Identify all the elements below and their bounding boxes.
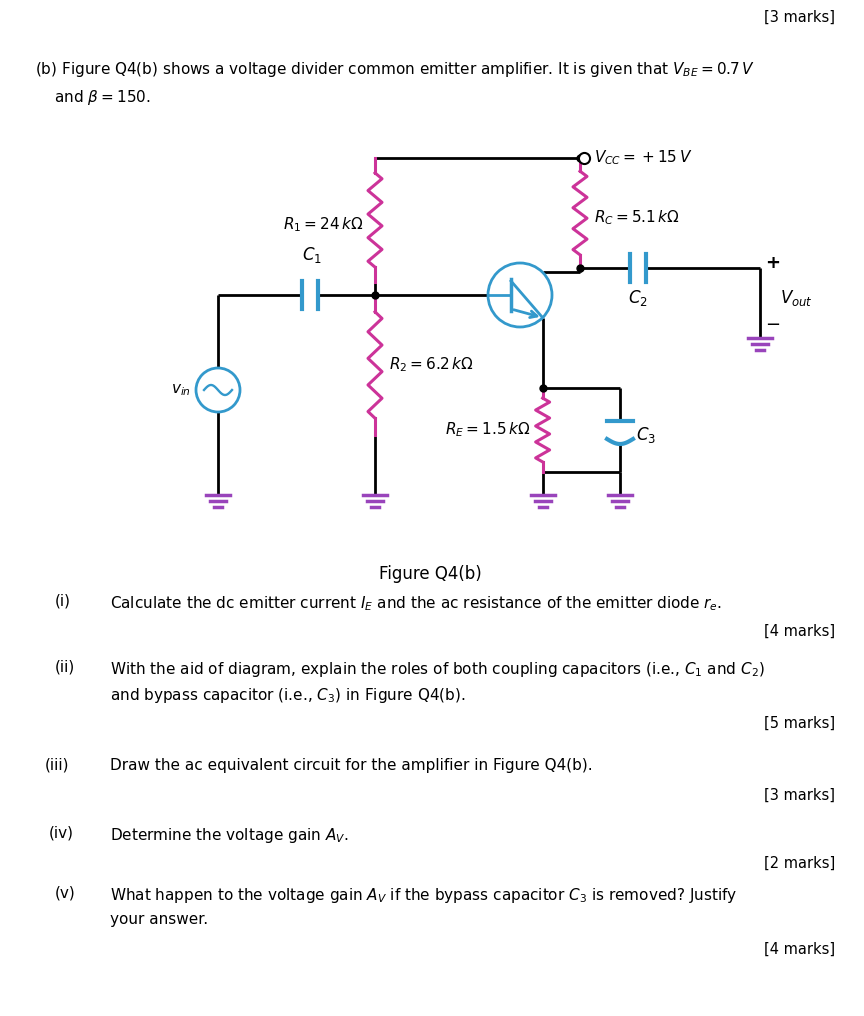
Text: What happen to the voltage gain $A_V$ if the bypass capacitor $C_3$ is removed? : What happen to the voltage gain $A_V$ if… bbox=[110, 886, 737, 905]
Text: [2 marks]: [2 marks] bbox=[764, 856, 835, 871]
Text: (ii): (ii) bbox=[55, 660, 75, 675]
Text: $R_1 = 24\,k\Omega$: $R_1 = 24\,k\Omega$ bbox=[283, 215, 363, 235]
Text: and $\beta = 150$.: and $\beta = 150$. bbox=[35, 88, 150, 107]
Text: Determine the voltage gain $A_V$.: Determine the voltage gain $A_V$. bbox=[110, 826, 349, 845]
Text: Draw the ac equivalent circuit for the amplifier in Figure Q4(b).: Draw the ac equivalent circuit for the a… bbox=[110, 758, 593, 773]
Text: [5 marks]: [5 marks] bbox=[764, 716, 835, 731]
Text: (v): (v) bbox=[55, 886, 76, 901]
Text: +: + bbox=[765, 254, 780, 272]
Text: (iii): (iii) bbox=[45, 758, 69, 773]
Text: $C_3$: $C_3$ bbox=[636, 425, 656, 445]
Text: (i): (i) bbox=[55, 594, 71, 609]
Text: $R_C = 5.1\,k\Omega$: $R_C = 5.1\,k\Omega$ bbox=[594, 208, 680, 228]
Text: $C_1$: $C_1$ bbox=[302, 245, 322, 265]
Text: [3 marks]: [3 marks] bbox=[764, 788, 835, 803]
Text: (b) Figure Q4(b) shows a voltage divider common emitter amplifier. It is given t: (b) Figure Q4(b) shows a voltage divider… bbox=[35, 60, 755, 79]
Text: $v_{in}$: $v_{in}$ bbox=[171, 382, 191, 398]
Text: [4 marks]: [4 marks] bbox=[764, 624, 835, 639]
Text: $-$: $-$ bbox=[765, 314, 780, 332]
Text: (iv): (iv) bbox=[49, 826, 74, 841]
Text: [4 marks]: [4 marks] bbox=[764, 942, 835, 957]
Text: [3 marks]: [3 marks] bbox=[764, 10, 835, 25]
Text: $C_2$: $C_2$ bbox=[628, 288, 648, 308]
Text: $V_{CC} = +15\,V$: $V_{CC} = +15\,V$ bbox=[594, 148, 692, 168]
Text: With the aid of diagram, explain the roles of both coupling capacitors (i.e., $C: With the aid of diagram, explain the rol… bbox=[110, 660, 765, 679]
Text: Figure Q4(b): Figure Q4(b) bbox=[378, 565, 481, 583]
Text: your answer.: your answer. bbox=[110, 912, 208, 927]
Text: and bypass capacitor (i.e., $C_3$) in Figure Q4(b).: and bypass capacitor (i.e., $C_3$) in Fi… bbox=[110, 686, 466, 705]
Text: $R_E = 1.5\,k\Omega$: $R_E = 1.5\,k\Omega$ bbox=[446, 421, 530, 439]
Text: $V_{out}$: $V_{out}$ bbox=[780, 288, 813, 308]
Text: $R_2 = 6.2\,k\Omega$: $R_2 = 6.2\,k\Omega$ bbox=[389, 356, 473, 374]
Text: Calculate the dc emitter current $I_E$ and the ac resistance of the emitter diod: Calculate the dc emitter current $I_E$ a… bbox=[110, 594, 722, 613]
